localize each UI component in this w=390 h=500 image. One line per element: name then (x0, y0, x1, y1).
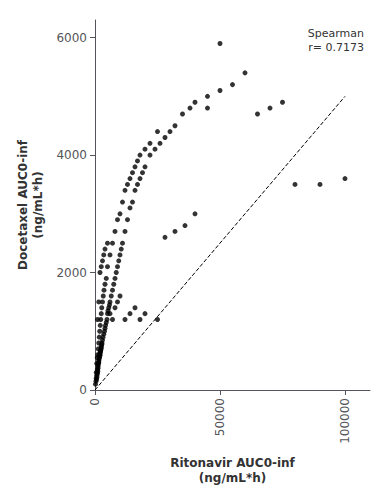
svg-text:(ng/mL*h): (ng/mL*h) (31, 171, 45, 238)
svg-text:6000: 6000 (56, 31, 87, 45)
svg-text:Spearman: Spearman (308, 27, 364, 40)
svg-text:0: 0 (79, 383, 87, 397)
svg-text:Docetaxel AUC0-inf: Docetaxel AUC0-inf (16, 139, 30, 270)
svg-text:100000: 100000 (338, 398, 352, 444)
svg-text:Ritonavir AUC0-inf: Ritonavir AUC0-inf (170, 456, 295, 470)
svg-text:r= 0.7173: r= 0.7173 (308, 41, 364, 54)
svg-text:(ng/mL*h): (ng/mL*h) (199, 471, 266, 485)
svg-text:50000: 50000 (213, 398, 227, 436)
svg-text:2000: 2000 (56, 266, 87, 280)
svg-text:4000: 4000 (56, 148, 87, 162)
svg-text:0: 0 (88, 398, 102, 406)
